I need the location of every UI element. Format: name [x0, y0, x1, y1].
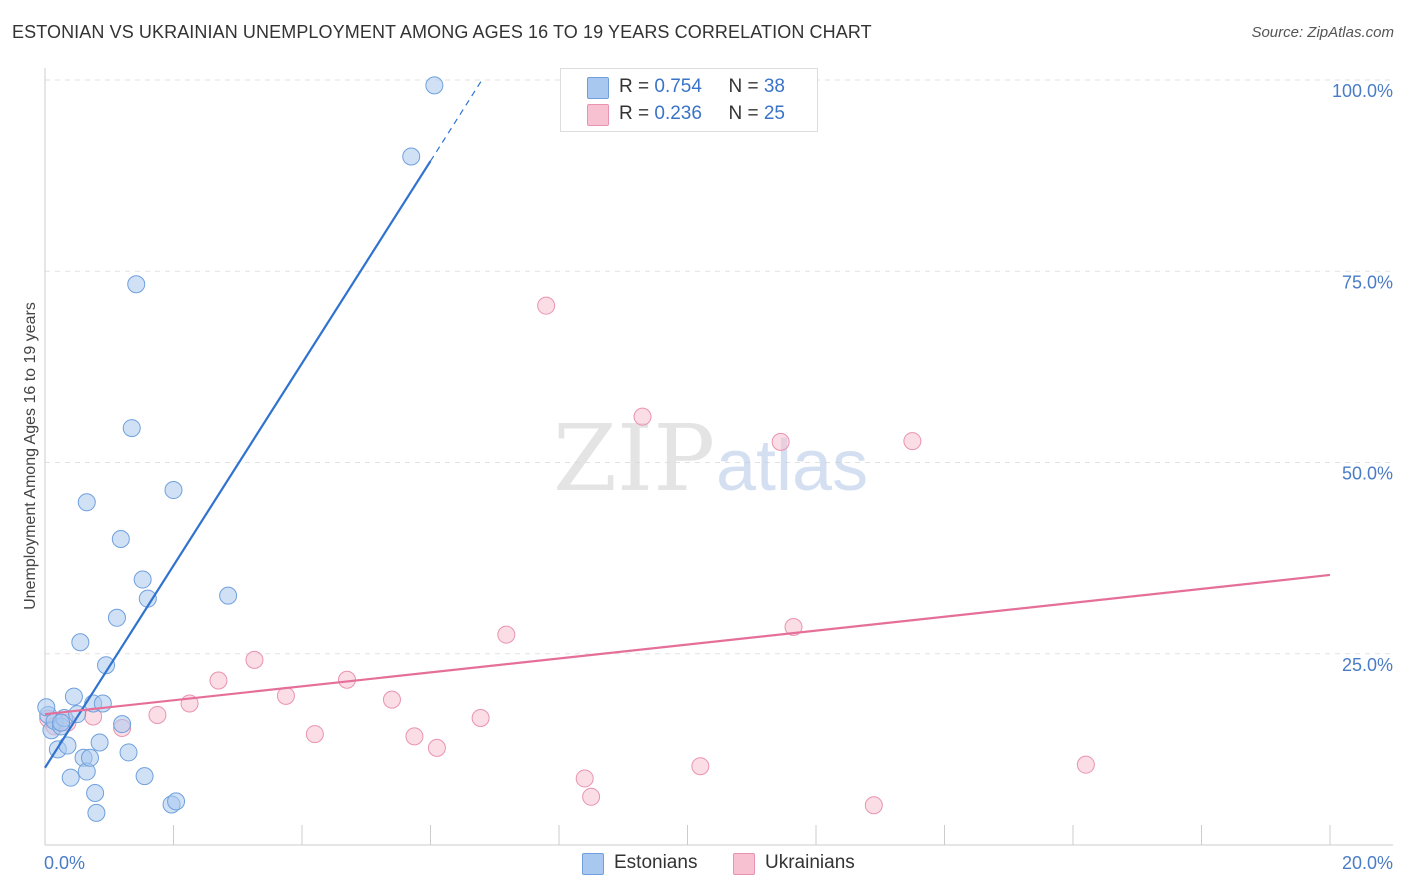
estonian-point: [90, 733, 109, 752]
ukrainian-point: [864, 796, 883, 815]
estonian-point: [127, 275, 146, 294]
ukrainian-point: [209, 671, 228, 690]
x-tick-marks: [173, 825, 1331, 845]
ukrainian-point: [276, 686, 295, 705]
gridlines: [45, 79, 1393, 655]
y-tick-label-100: 100.0%: [1332, 81, 1393, 101]
ukrainian-trend-line: [44, 573, 1331, 716]
ukrainian-point: [427, 738, 446, 757]
ukrainian-r-value: 0.236: [654, 103, 702, 124]
watermark-atlas: atlas: [716, 426, 868, 506]
estonian-trend-extension: [429, 79, 483, 162]
estonian-point: [37, 698, 56, 717]
estonian-point: [52, 713, 71, 732]
estonian-r-label: R =: [619, 76, 655, 97]
ukrainians-legend-label: Ukrainians: [765, 852, 855, 873]
ukrainian-r-label: R =: [619, 103, 655, 124]
estonian-point: [111, 530, 130, 548]
ukrainian-point: [497, 625, 516, 644]
estonian-point: [219, 586, 238, 605]
estonian-point: [135, 767, 154, 786]
estonian-n-value: 38: [763, 76, 785, 97]
watermark-zip: ZIP: [553, 405, 715, 512]
ukrainian-point: [633, 407, 652, 426]
x-tick-labels: 0.0% 20.0%: [44, 853, 1393, 873]
ukrainian-point: [382, 690, 401, 709]
ukrainian-point: [784, 617, 803, 636]
watermark: ZIP atlas: [553, 405, 868, 512]
estonian-point: [113, 715, 132, 734]
x-tick-label-0: 0.0%: [44, 853, 85, 873]
ukrainians-legend-swatch: [733, 853, 755, 875]
y-tick-label-50: 50.0%: [1342, 464, 1393, 484]
estonian-point: [167, 792, 186, 811]
y-tick-label-75: 75.0%: [1342, 272, 1393, 292]
estonian-point: [402, 147, 421, 166]
correlation-legend: R = 0.754 N = 38 R = 0.236 N = 25: [560, 68, 818, 132]
estonian-trend-line: [44, 160, 432, 769]
estonian-points: [37, 76, 444, 822]
ukrainian-n-value: 25: [763, 103, 785, 124]
estonian-point: [80, 748, 99, 767]
ukrainian-point: [903, 432, 922, 451]
ukrainian-point: [1076, 755, 1095, 774]
series-legend: Estonians Ukrainians: [0, 852, 1406, 876]
source-label: Source: ZipAtlas.com: [1251, 24, 1394, 41]
trend-lines: [44, 79, 1331, 769]
ukrainian-point: [771, 432, 790, 451]
ukrainian-point: [245, 650, 264, 669]
estonian-swatch: [587, 77, 609, 99]
estonian-point: [58, 736, 77, 755]
ukrainian-point: [575, 769, 594, 788]
estonian-point: [64, 687, 83, 706]
estonian-point: [87, 803, 106, 822]
ukrainian-point: [148, 705, 167, 724]
estonian-point: [71, 633, 90, 652]
estonian-point: [164, 481, 183, 500]
estonian-point: [133, 570, 152, 589]
ukrainian-point: [691, 757, 710, 776]
ukrainian-swatch: [587, 104, 609, 126]
ukrainian-point: [405, 727, 424, 746]
ukrainian-points: [39, 296, 1095, 815]
estonian-point: [122, 419, 141, 438]
estonians-legend-swatch: [582, 853, 604, 875]
estonian-point: [77, 493, 96, 512]
estonian-point: [425, 76, 444, 95]
chart-title: ESTONIAN VS UKRAINIAN UNEMPLOYMENT AMONG…: [12, 22, 872, 42]
y-tick-label-25: 25.0%: [1342, 655, 1393, 675]
y-tick-labels: 25.0% 50.0% 75.0% 100.0%: [1332, 81, 1393, 675]
estonian-r-value: 0.754: [654, 76, 702, 97]
estonian-point: [107, 608, 126, 627]
ukrainian-point: [471, 709, 490, 728]
ukrainian-point: [582, 787, 601, 806]
ukrainian-point: [305, 725, 324, 744]
estonian-point: [86, 783, 105, 802]
estonians-legend-label: Estonians: [614, 852, 698, 873]
x-tick-label-20: 20.0%: [1342, 853, 1393, 873]
estonian-n-label: N =: [728, 76, 764, 97]
estonian-point: [61, 768, 80, 787]
ukrainian-n-label: N =: [728, 103, 764, 124]
estonian-point: [119, 743, 138, 762]
ukrainian-point: [537, 296, 556, 315]
